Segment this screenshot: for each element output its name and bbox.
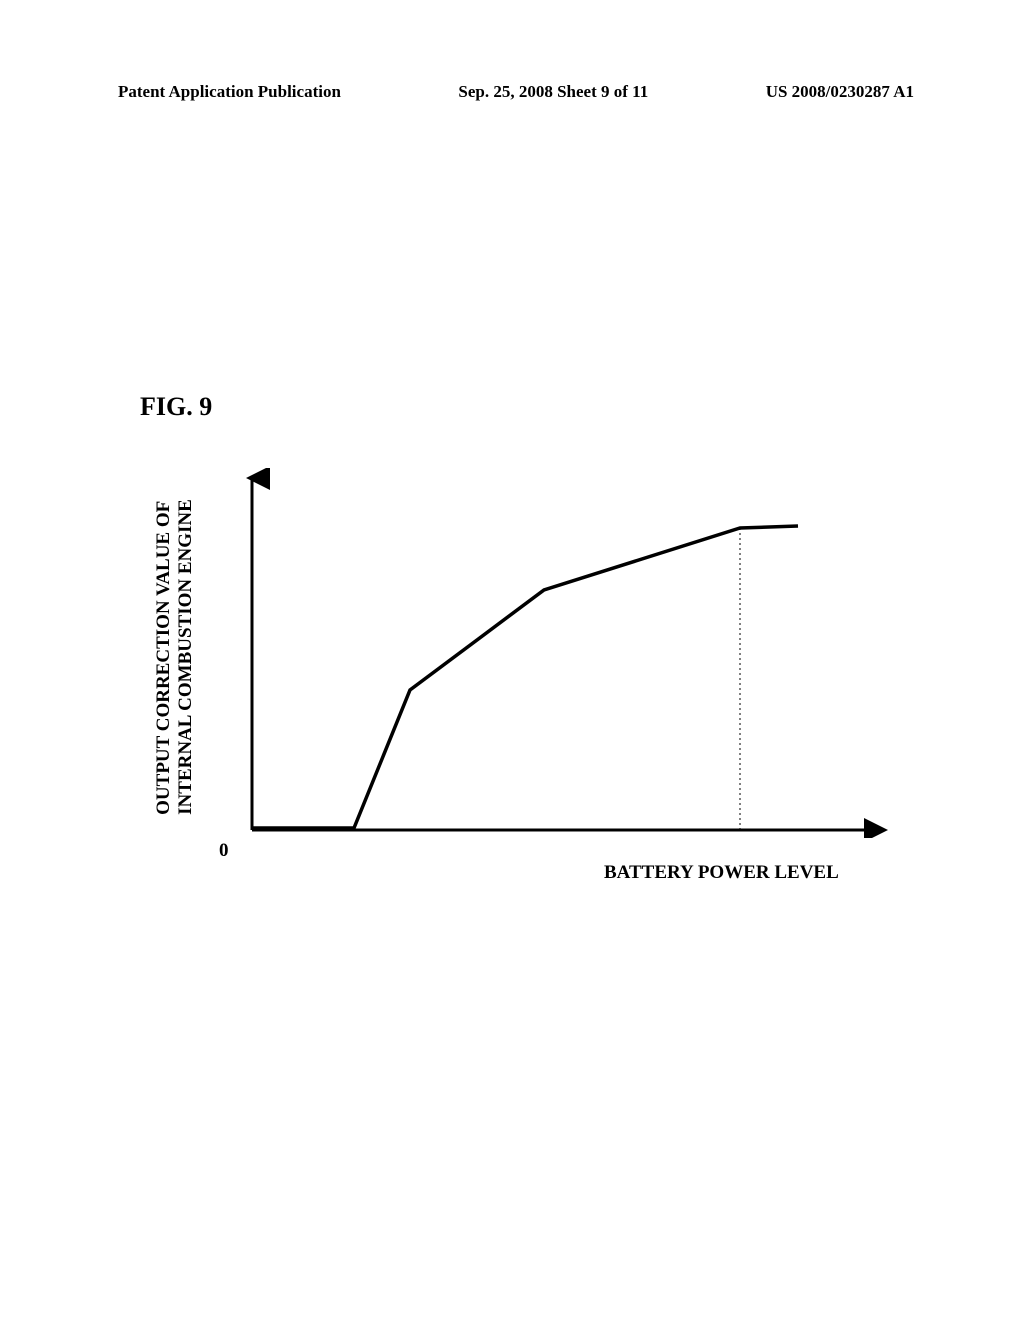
y-axis-label: OUTPUT CORRECTION VALUE OF INTERNAL COMB… [153,505,197,815]
header-right: US 2008/0230287 A1 [766,82,914,102]
y-axis-label-line1: OUTPUT CORRECTION VALUE OF [153,501,174,815]
header-left: Patent Application Publication [118,82,341,102]
header-center: Sep. 25, 2008 Sheet 9 of 11 [458,82,648,102]
chart-container [242,468,902,830]
zero-label: 0 [219,840,229,862]
figure-label: FIG. 9 [140,392,212,422]
y-axis-label-line2: INTERNAL COMBUSTION ENGINE [175,499,196,815]
x-axis-label: BATTERY POWER LEVEL [604,862,839,884]
correction-curve [252,526,798,828]
page-header: Patent Application Publication Sep. 25, … [0,82,1024,102]
chart-svg [242,468,902,838]
